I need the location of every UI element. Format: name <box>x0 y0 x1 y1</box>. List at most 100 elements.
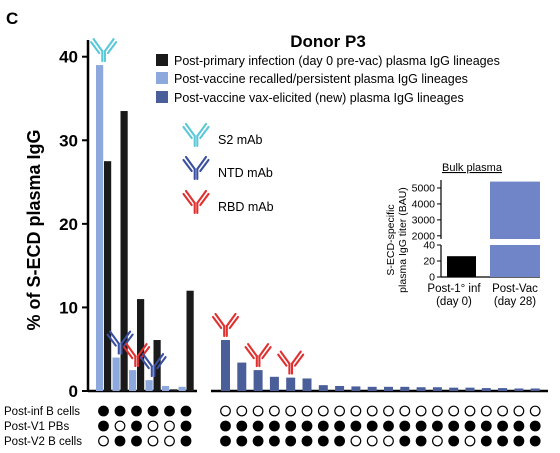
y-tick-label-2: 20 <box>59 215 78 234</box>
dot-col-10-row-2 <box>285 435 297 447</box>
bar-new-6 <box>318 385 328 391</box>
dot-col-10-row-0 <box>285 405 297 417</box>
dot-col-4-row-1 <box>164 420 175 432</box>
bar-group-5-0 <box>178 386 186 391</box>
dot-col-4-row-0 <box>164 405 175 417</box>
bar-new-0 <box>221 340 230 391</box>
dot-col-17-row-2 <box>399 435 411 447</box>
dot-col-22-row-1 <box>480 420 492 432</box>
bar-group-4-1 <box>170 389 178 391</box>
inset-y-label-line-1: S-ECD-specific <box>385 204 397 275</box>
inset-category-0-line-1: Post-1° inf <box>427 283 481 295</box>
dot-col-23-row-0 <box>497 405 509 417</box>
legend-entry-2: Post-vaccine vax-elicited (new) plasma I… <box>174 91 464 105</box>
dot-col-7-row-1 <box>236 420 248 432</box>
bar-new-7 <box>335 385 345 391</box>
dot-col-14-row-1 <box>350 420 362 432</box>
inset-bar-0 <box>447 256 476 277</box>
bar-new-15 <box>465 387 475 391</box>
dot-col-21-row-2 <box>464 435 476 447</box>
chart-title: Donor P3 <box>290 32 366 51</box>
dot-col-25-row-2 <box>529 435 541 447</box>
dot-col-7-row-0 <box>236 405 248 417</box>
legend-swatch-1 <box>156 72 168 84</box>
dot-col-6-row-0 <box>220 405 231 417</box>
dot-col-19-row-0 <box>432 405 443 417</box>
y-axis-label: % of S-ECD plasma IgG <box>24 129 44 330</box>
bar-group-5-1 <box>186 290 194 391</box>
bar-group-2-0 <box>129 370 137 391</box>
dot-col-5-row-0 <box>180 405 192 417</box>
bar-new-19 <box>530 388 540 391</box>
y-tick-label-3: 30 <box>59 131 78 150</box>
dot-col-25-row-1 <box>529 420 541 432</box>
dot-col-23-row-1 <box>497 420 509 432</box>
dot-col-16-row-0 <box>383 405 394 417</box>
ntd-antibody-icon-1 <box>106 330 134 355</box>
inset-tick-label-lower-0: 0 <box>429 272 435 284</box>
main-plot: 0 10 20 30 40 <box>59 38 548 447</box>
dot-col-9-row-1 <box>269 420 280 432</box>
dot-col-24-row-2 <box>513 435 525 447</box>
mab-key-label-ntd: NTD mAb <box>218 166 273 180</box>
bar-group-4-0 <box>162 385 170 391</box>
dot-col-5-row-2 <box>180 435 192 447</box>
dot-col-7-row-2 <box>236 435 248 447</box>
bar-new-4 <box>286 377 296 391</box>
dot-col-1-row-1 <box>114 420 126 432</box>
dot-col-2-row-0 <box>131 405 142 417</box>
dot-col-19-row-2 <box>432 435 443 447</box>
rbd-antibody-icon-4 <box>211 312 240 338</box>
inset-bar-1-lower <box>490 245 540 277</box>
bar-group-3-1 <box>153 340 161 391</box>
bar-new-1 <box>237 362 247 391</box>
dot-col-22-row-2 <box>480 435 492 447</box>
inset-category-1-line-2: (day 28) <box>494 296 536 308</box>
bar-new-11 <box>400 386 410 391</box>
dot-col-13-row-1 <box>334 420 346 432</box>
bar-group-0-1 <box>104 161 112 391</box>
dot-col-10-row-1 <box>285 420 297 432</box>
dot-col-15-row-0 <box>366 405 378 417</box>
ntd-key-antibody-icon <box>182 155 210 181</box>
bar-group-1-0 <box>112 357 120 391</box>
dot-row-label-1: Post-V1 PBs <box>4 421 69 433</box>
dot-col-24-row-0 <box>513 405 525 417</box>
dot-col-12-row-2 <box>317 435 329 447</box>
panel-letter: C <box>6 9 18 28</box>
dot-col-0-row-2 <box>98 435 109 447</box>
bar-new-2 <box>253 370 263 391</box>
s2-antibody-icon-0 <box>90 38 118 63</box>
dot-col-1-row-2 <box>114 435 126 447</box>
mab-key-label-rbd: RBD mAb <box>218 200 274 214</box>
bar-new-13 <box>432 387 442 391</box>
inset-title: Bulk plasma <box>442 162 503 174</box>
inset-y-label-line-2: plasma IgG titer (BAU) <box>397 187 409 293</box>
dot-col-8-row-1 <box>252 420 264 432</box>
dot-col-18-row-0 <box>415 405 427 417</box>
dot-col-12-row-1 <box>317 420 329 432</box>
dot-col-8-row-2 <box>252 435 264 447</box>
dot-col-3-row-1 <box>147 420 159 432</box>
dot-col-17-row-0 <box>399 405 411 417</box>
dot-col-20-row-1 <box>448 420 460 432</box>
bar-new-3 <box>269 376 279 391</box>
inset-tick-label-upper-3: 4000 <box>412 198 436 210</box>
inset-category-1-line-1: Post-Vac <box>492 283 538 295</box>
dot-col-6-row-1 <box>220 420 231 432</box>
bar-new-9 <box>367 386 377 391</box>
dot-col-12-row-0 <box>317 405 329 417</box>
dot-col-11-row-2 <box>301 435 313 447</box>
legend-entry-1: Post-vaccine recalled/persistent plasma … <box>174 72 468 86</box>
dot-col-25-row-0 <box>529 405 541 417</box>
legend: Post-primary infection (day 0 pre-vac) p… <box>156 54 500 105</box>
legend-swatch-2 <box>156 91 168 103</box>
dot-col-23-row-2 <box>497 435 509 447</box>
dot-col-16-row-1 <box>383 420 394 432</box>
legend-swatch-0 <box>156 54 168 66</box>
inset-tick-label-lower-2: 40 <box>423 240 435 252</box>
bar-group-0-0 <box>96 65 104 392</box>
dot-row-label-0: Post-inf B cells <box>4 406 80 418</box>
